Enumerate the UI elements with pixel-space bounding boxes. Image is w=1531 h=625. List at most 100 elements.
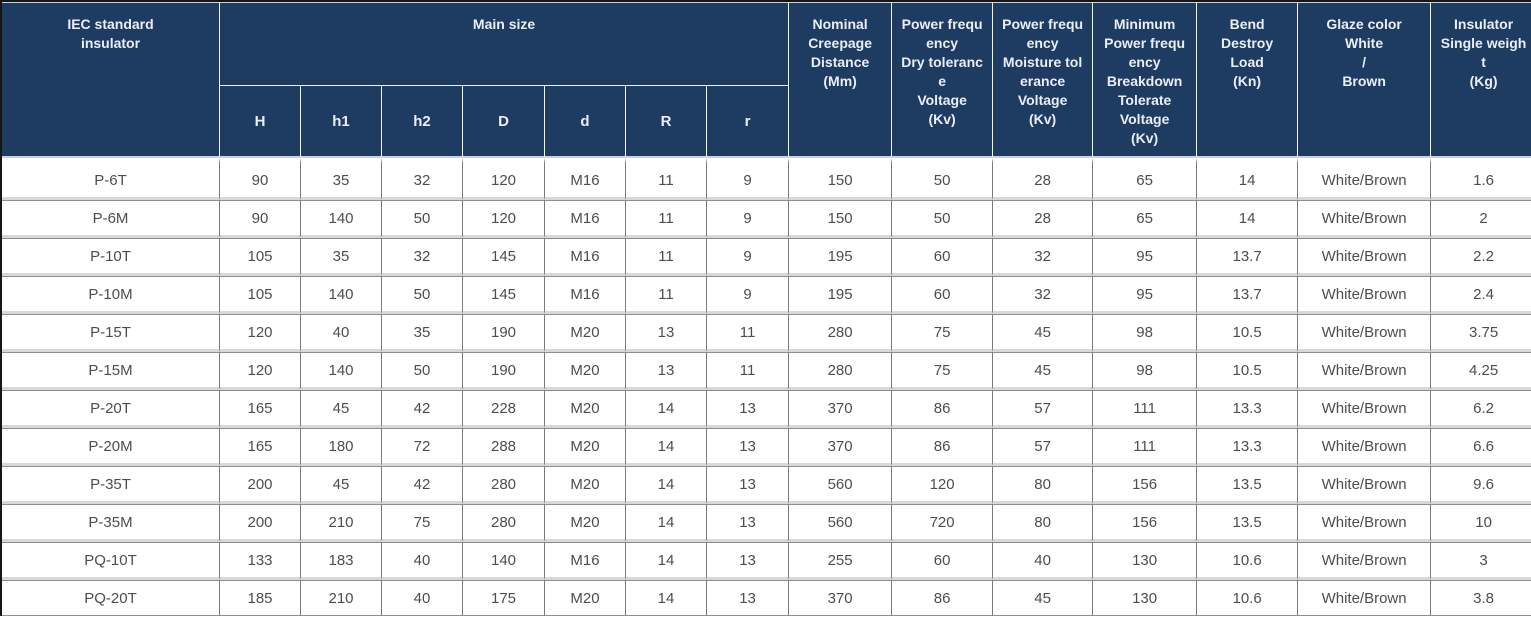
table-cell: 180 [301, 428, 382, 466]
table-cell: 165 [220, 390, 301, 428]
table-cell: 165 [220, 428, 301, 466]
table-cell: 228 [463, 390, 545, 428]
table-cell: 50 [892, 158, 994, 200]
table-cell: 14 [626, 428, 707, 466]
table-row: PQ-20T 185 210 40 175 M20 14 13 370 86 45 130 10.6 Wh… [2, 580, 1531, 616]
table-cell: M16 [545, 238, 626, 276]
table-cell: 45 [301, 390, 382, 428]
table-cell: 560 [789, 466, 893, 504]
table-row: P-15T 120 40 35 190 M20 13 11 280 75 45 98 10.5 White… [2, 314, 1531, 352]
col-header-h2: h2 [382, 86, 463, 158]
table-cell: 75 [382, 504, 463, 542]
table-cell: 9 [707, 238, 790, 276]
table-cell: 11 [707, 352, 790, 390]
table-cell: 28 [993, 200, 1094, 238]
col-header-single-weight: Insulator Single weigh t (Kg) [1431, 2, 1531, 158]
table-cell: 14 [626, 580, 707, 616]
table-cell: White/Brown [1298, 158, 1432, 200]
table-cell: 200 [220, 466, 301, 504]
table-cell: M20 [545, 580, 626, 616]
table-cell: White/Brown [1298, 276, 1432, 314]
table-cell: 50 [382, 200, 463, 238]
table-cell: 14 [1197, 200, 1299, 238]
table-cell: 175 [463, 580, 545, 616]
table-cell: 90 [220, 158, 301, 200]
table-cell: 560 [789, 504, 893, 542]
insulator-model-cell: P-10M [2, 276, 220, 314]
table-cell: M20 [545, 352, 626, 390]
table-cell: 111 [1093, 428, 1198, 466]
col-header-moisture-tolerance-voltage: Power frequ ency Moisture tol erance Vol… [993, 2, 1094, 158]
table-cell: White/Brown [1298, 504, 1432, 542]
table-cell: 60 [892, 238, 994, 276]
col-header-h1: h1 [301, 86, 382, 158]
table-cell: White/Brown [1298, 314, 1432, 352]
col-header-iec-standard-insulator: IEC standard insulator [2, 2, 220, 158]
table-cell: M20 [545, 428, 626, 466]
table-cell: White/Brown [1298, 580, 1432, 616]
table-cell: 13.7 [1197, 276, 1299, 314]
table-cell: 105 [220, 276, 301, 314]
col-header-r: r [707, 86, 790, 158]
table-cell: 32 [382, 158, 463, 200]
table-cell: M20 [545, 504, 626, 542]
table-cell: 14 [626, 466, 707, 504]
col-header-R: R [626, 86, 707, 158]
table-cell: 57 [993, 390, 1094, 428]
col-header-dry-tolerance-voltage: Power frequ ency Dry toleranc e Voltage … [892, 2, 994, 158]
insulator-model-cell: P-20T [2, 390, 220, 428]
table-cell: 9 [707, 200, 790, 238]
table-cell: 14 [626, 542, 707, 580]
col-header-main-size: Main size [220, 2, 790, 86]
table-cell: 13 [707, 466, 790, 504]
table-row: P-6M 90 140 50 120 M16 11 9 150 50 28 65 14 White/Bro… [2, 200, 1531, 238]
table-cell: 60 [892, 276, 994, 314]
table-cell: 10.6 [1197, 580, 1299, 616]
insulator-model-cell: P-15M [2, 352, 220, 390]
table-cell: 42 [382, 466, 463, 504]
table-cell: 720 [892, 504, 994, 542]
table-cell: 130 [1093, 542, 1198, 580]
table-cell: 156 [1093, 504, 1198, 542]
table-row: P-15M 120 140 50 190 M20 13 11 280 75 45 98 10.5 Whit… [2, 352, 1531, 390]
table-cell: 13 [626, 314, 707, 352]
table-cell: 140 [301, 352, 382, 390]
table-cell: 13 [626, 352, 707, 390]
col-header-H: H [220, 86, 301, 158]
insulator-model-cell: P-15T [2, 314, 220, 352]
table-cell: M16 [545, 158, 626, 200]
table-cell: 35 [301, 158, 382, 200]
table-row: P-35M 200 210 75 280 M20 14 13 560 720 80 156 13.5 Wh… [2, 504, 1531, 542]
table-cell: 185 [220, 580, 301, 616]
table-row: P-10M 105 140 50 145 M16 11 9 195 60 32 95 13.7 White… [2, 276, 1531, 314]
insulator-model-cell: P-10T [2, 238, 220, 276]
table-cell: 3.8 [1431, 580, 1531, 616]
table-cell: White/Brown [1298, 428, 1432, 466]
table-cell: 10.6 [1197, 542, 1299, 580]
table-cell: 111 [1093, 390, 1198, 428]
table-cell: White/Brown [1298, 200, 1432, 238]
table-cell: 9 [707, 158, 790, 200]
table-cell: 190 [463, 352, 545, 390]
table-cell: 210 [301, 504, 382, 542]
table-body: P-6T 90 35 32 120 M16 11 9 150 50 28 65 14 White/Brow… [2, 158, 1531, 616]
table-cell: White/Brown [1298, 542, 1432, 580]
table-header: IEC standard insulator Main size Nominal… [2, 2, 1531, 158]
table-cell: 13.5 [1197, 466, 1299, 504]
table-cell: M20 [545, 466, 626, 504]
table-cell: 280 [789, 352, 893, 390]
table-cell: 150 [789, 200, 893, 238]
table-cell: 2 [1431, 200, 1531, 238]
table-cell: 120 [892, 466, 994, 504]
table-cell: 40 [301, 314, 382, 352]
table-cell: 80 [993, 504, 1094, 542]
table-cell: 45 [993, 352, 1094, 390]
table-cell: 45 [993, 580, 1094, 616]
table-cell: 60 [892, 542, 994, 580]
insulator-model-cell: P-6M [2, 200, 220, 238]
table-cell: 42 [382, 390, 463, 428]
table-cell: 105 [220, 238, 301, 276]
table-cell: 195 [789, 238, 893, 276]
insulator-model-cell: PQ-10T [2, 542, 220, 580]
table-cell: 120 [463, 200, 545, 238]
